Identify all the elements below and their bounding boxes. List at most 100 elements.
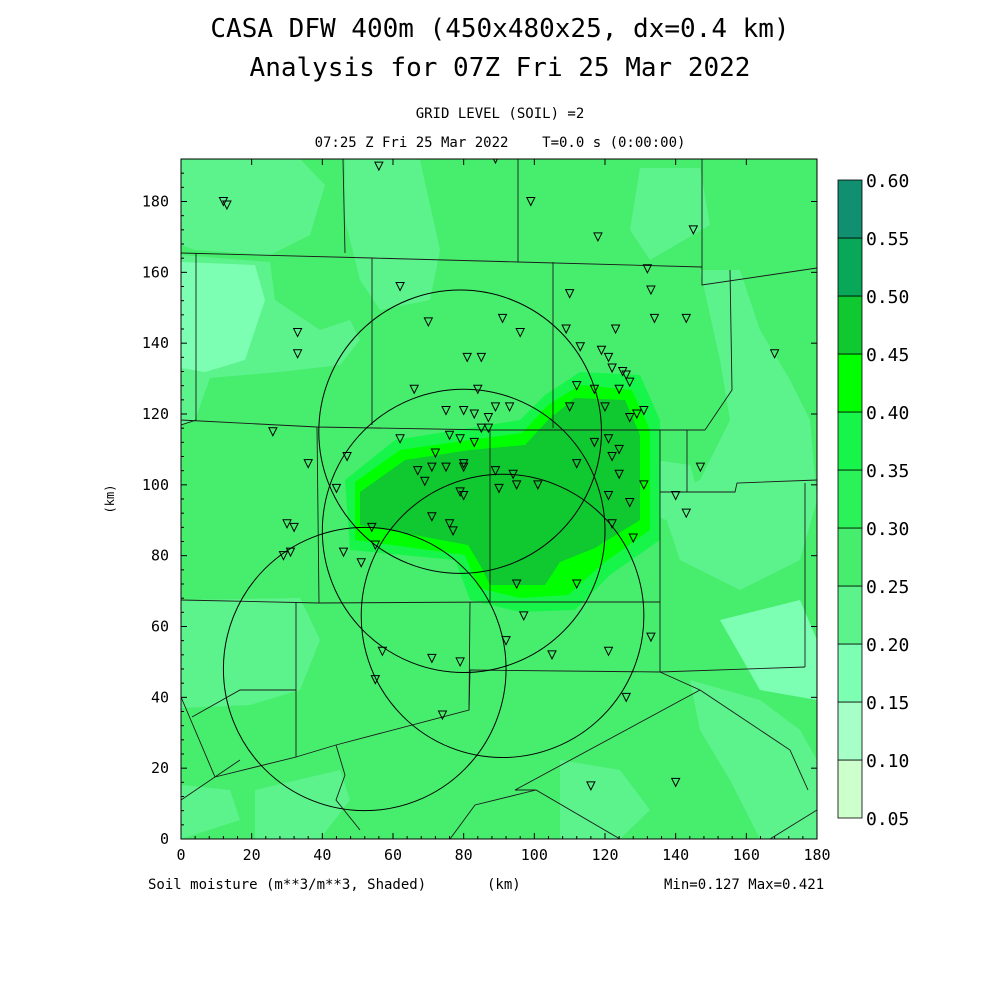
station-marker [455,657,465,668]
station-marker [476,352,487,363]
station-marker [374,161,384,172]
station-marker [561,324,571,335]
station-marker [331,483,342,494]
station-marker [444,430,455,441]
station-marker [614,469,624,480]
colorbar-swatch [837,469,863,529]
station-marker [511,480,522,490]
shaded-field [181,159,817,839]
field-label: Soil moisture (m**3/m**3, Shaded) [148,877,427,893]
y-tick-label: 180 [142,193,169,211]
timestamp-label: 07:25 Z Fri 25 Mar 2022 T=0.0 s (0:00:00… [314,135,686,151]
station-marker [490,466,501,476]
colorbar-swatch [837,237,863,297]
station-marker [769,349,780,359]
station-marker [533,480,543,490]
x-axis-label: (km) [487,877,521,893]
station-marker [621,370,632,381]
station-marker [603,434,614,444]
station-marker [593,232,603,243]
station-marker [395,282,405,292]
grid-level-label: GRID LEVEL (SOIL) =2 [415,106,585,122]
station-marker [427,653,437,664]
station-marker [444,519,455,529]
colorbar-swatch [837,179,863,239]
station-marker [292,328,303,338]
x-tick-label: 20 [243,846,261,864]
station-marker [610,324,621,335]
station-marker [639,405,649,416]
station-marker [596,345,607,356]
range-ring-1 [318,289,602,574]
station-marker [631,409,642,420]
station-marker [628,533,639,544]
station-marker [681,508,692,519]
station-marker [458,490,469,501]
station-marker [695,462,706,473]
station-marker [681,313,692,324]
station-marker [525,197,536,207]
station-marker [571,459,582,469]
station-marker [511,579,522,590]
colorbar-label: 0.10 [866,751,909,772]
moisture-0.45-core [360,398,640,585]
station-marker [575,342,586,352]
radar-range-rings [222,289,645,812]
y-tick-label: 0 [160,830,169,848]
station-marker [642,264,653,274]
station-marker [430,448,441,459]
y-tick-label: 60 [151,618,169,636]
x-tick-label: 80 [455,846,473,864]
colorbar: 0.05 0.10 0.15 0.20 0.25 0.30 0.35 0.40 0.45 0.50… [837,171,909,830]
station-marker [614,444,624,455]
station-marker [497,313,508,324]
station-marker [437,710,448,721]
station-marker [455,434,465,444]
station-marker [441,405,451,416]
x-axis: 0 20 40 60 80 100 120 140 160 180 [176,159,831,864]
colorbar-label: 0.55 [866,229,909,250]
colorbar-swatch [837,353,863,413]
station-marker [518,611,529,621]
colorbar-swatch [837,759,863,819]
colorbar-label: 0.40 [866,403,909,424]
station-marker [462,352,473,363]
station-marker [427,462,437,473]
station-marker [469,409,480,420]
station-marker [603,646,614,657]
station-marker [564,289,575,299]
colorbar-swatch [837,527,863,587]
x-tick-label: 60 [384,846,402,864]
station-marker [423,317,434,328]
colorbar-label: 0.30 [866,519,909,540]
station-marker [483,413,494,423]
station-marker [303,459,314,469]
colorbar-label: 0.25 [866,577,909,598]
station-marker [607,452,617,462]
station-marker [600,402,610,413]
x-tick-label: 100 [521,846,548,864]
station-marker [646,285,656,296]
colorbar-label: 0.50 [866,287,909,308]
colorbar-swatch [837,411,863,471]
station-marker [508,469,518,480]
colorbar-label: 0.35 [866,461,909,482]
title-line-2: Analysis for 07Z Fri 25 Mar 2022 [249,53,751,83]
x-tick-label: 180 [803,846,830,864]
y-axis-label: (km) [103,485,117,514]
station-marker [624,413,635,423]
station-marker [504,402,515,413]
station-marker [571,381,582,391]
station-marker [289,522,299,533]
station-marker [649,313,660,324]
station-marker [222,200,232,211]
station-marker [589,384,600,395]
station-marker [688,225,699,235]
station-marker [419,476,430,487]
station-marker [603,490,614,501]
y-tick-label: 140 [142,334,169,352]
station-marker [370,675,381,685]
range-ring-2 [321,388,606,674]
station-marker [268,427,278,437]
